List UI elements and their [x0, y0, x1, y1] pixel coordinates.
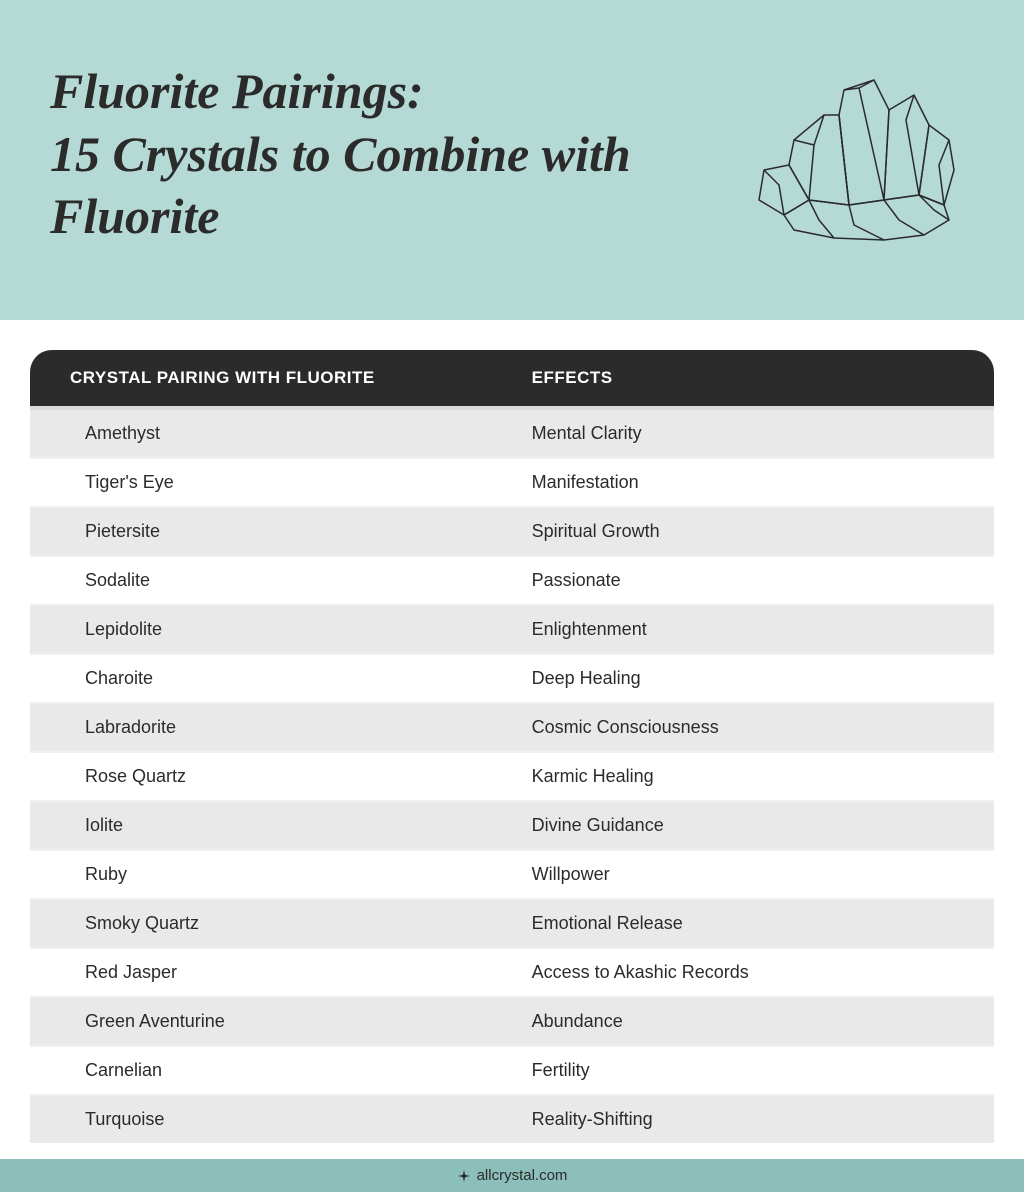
crystal-name: Carnelian — [30, 1060, 522, 1081]
table-row: Smoky QuartzEmotional Release — [30, 898, 994, 947]
crystal-name: Pietersite — [30, 521, 522, 542]
crystal-name: Charoite — [30, 668, 522, 689]
table-row: AmethystMental Clarity — [30, 406, 994, 457]
sparkle-icon — [457, 1169, 471, 1183]
pairings-table: CRYSTAL PAIRING WITH FLUORITE EFFECTS Am… — [30, 350, 994, 1143]
crystal-name: Sodalite — [30, 570, 522, 591]
table-row: RubyWillpower — [30, 849, 994, 898]
column-header-effects: EFFECTS — [522, 368, 994, 388]
column-header-crystal: CRYSTAL PAIRING WITH FLUORITE — [30, 368, 522, 388]
footer-text: allcrystal.com — [477, 1167, 568, 1184]
crystal-name: Turquoise — [30, 1109, 522, 1130]
crystal-effect: Karmic Healing — [522, 766, 994, 787]
crystal-name: Iolite — [30, 815, 522, 836]
table-row: Green AventurineAbundance — [30, 996, 994, 1045]
crystal-effect: Abundance — [522, 1011, 994, 1032]
crystal-effect: Passionate — [522, 570, 994, 591]
crystal-effect: Enlightenment — [522, 619, 994, 640]
crystal-effect: Spiritual Growth — [522, 521, 994, 542]
crystal-effect: Manifestation — [522, 472, 994, 493]
crystal-name: Ruby — [30, 864, 522, 885]
crystal-effect: Willpower — [522, 864, 994, 885]
crystal-effect: Cosmic Consciousness — [522, 717, 994, 738]
table-header-row: CRYSTAL PAIRING WITH FLUORITE EFFECTS — [30, 350, 994, 406]
header: Fluorite Pairings:15 Crystals to Combine… — [0, 0, 1024, 320]
page-title: Fluorite Pairings:15 Crystals to Combine… — [50, 60, 700, 248]
table-row: IoliteDivine Guidance — [30, 800, 994, 849]
table-row: Rose QuartzKarmic Healing — [30, 751, 994, 800]
content-area: CRYSTAL PAIRING WITH FLUORITE EFFECTS Am… — [0, 320, 1024, 1143]
crystal-name: Labradorite — [30, 717, 522, 738]
table-row: Tiger's EyeManifestation — [30, 457, 994, 506]
crystal-name: Lepidolite — [30, 619, 522, 640]
crystal-name: Amethyst — [30, 423, 522, 444]
crystal-effect: Divine Guidance — [522, 815, 994, 836]
table-row: CarnelianFertility — [30, 1045, 994, 1094]
table-row: PietersiteSpiritual Growth — [30, 506, 994, 555]
crystal-name: Rose Quartz — [30, 766, 522, 787]
crystal-name: Smoky Quartz — [30, 913, 522, 934]
table-row: Red JasperAccess to Akashic Records — [30, 947, 994, 996]
footer: allcrystal.com — [0, 1159, 1024, 1192]
table-row: LepidoliteEnlightenment — [30, 604, 994, 653]
crystal-effect: Access to Akashic Records — [522, 962, 994, 983]
crystal-effect: Reality-Shifting — [522, 1109, 994, 1130]
crystal-name: Green Aventurine — [30, 1011, 522, 1032]
crystal-effect: Fertility — [522, 1060, 994, 1081]
table-body: AmethystMental ClarityTiger's EyeManifes… — [30, 406, 994, 1143]
table-row: LabradoriteCosmic Consciousness — [30, 702, 994, 751]
crystal-effect: Mental Clarity — [522, 423, 994, 444]
crystal-effect: Deep Healing — [522, 668, 994, 689]
crystal-cluster-icon — [734, 70, 974, 250]
crystal-effect: Emotional Release — [522, 913, 994, 934]
crystal-name: Red Jasper — [30, 962, 522, 983]
table-row: TurquoiseReality-Shifting — [30, 1094, 994, 1143]
table-row: CharoiteDeep Healing — [30, 653, 994, 702]
crystal-name: Tiger's Eye — [30, 472, 522, 493]
table-row: SodalitePassionate — [30, 555, 994, 604]
